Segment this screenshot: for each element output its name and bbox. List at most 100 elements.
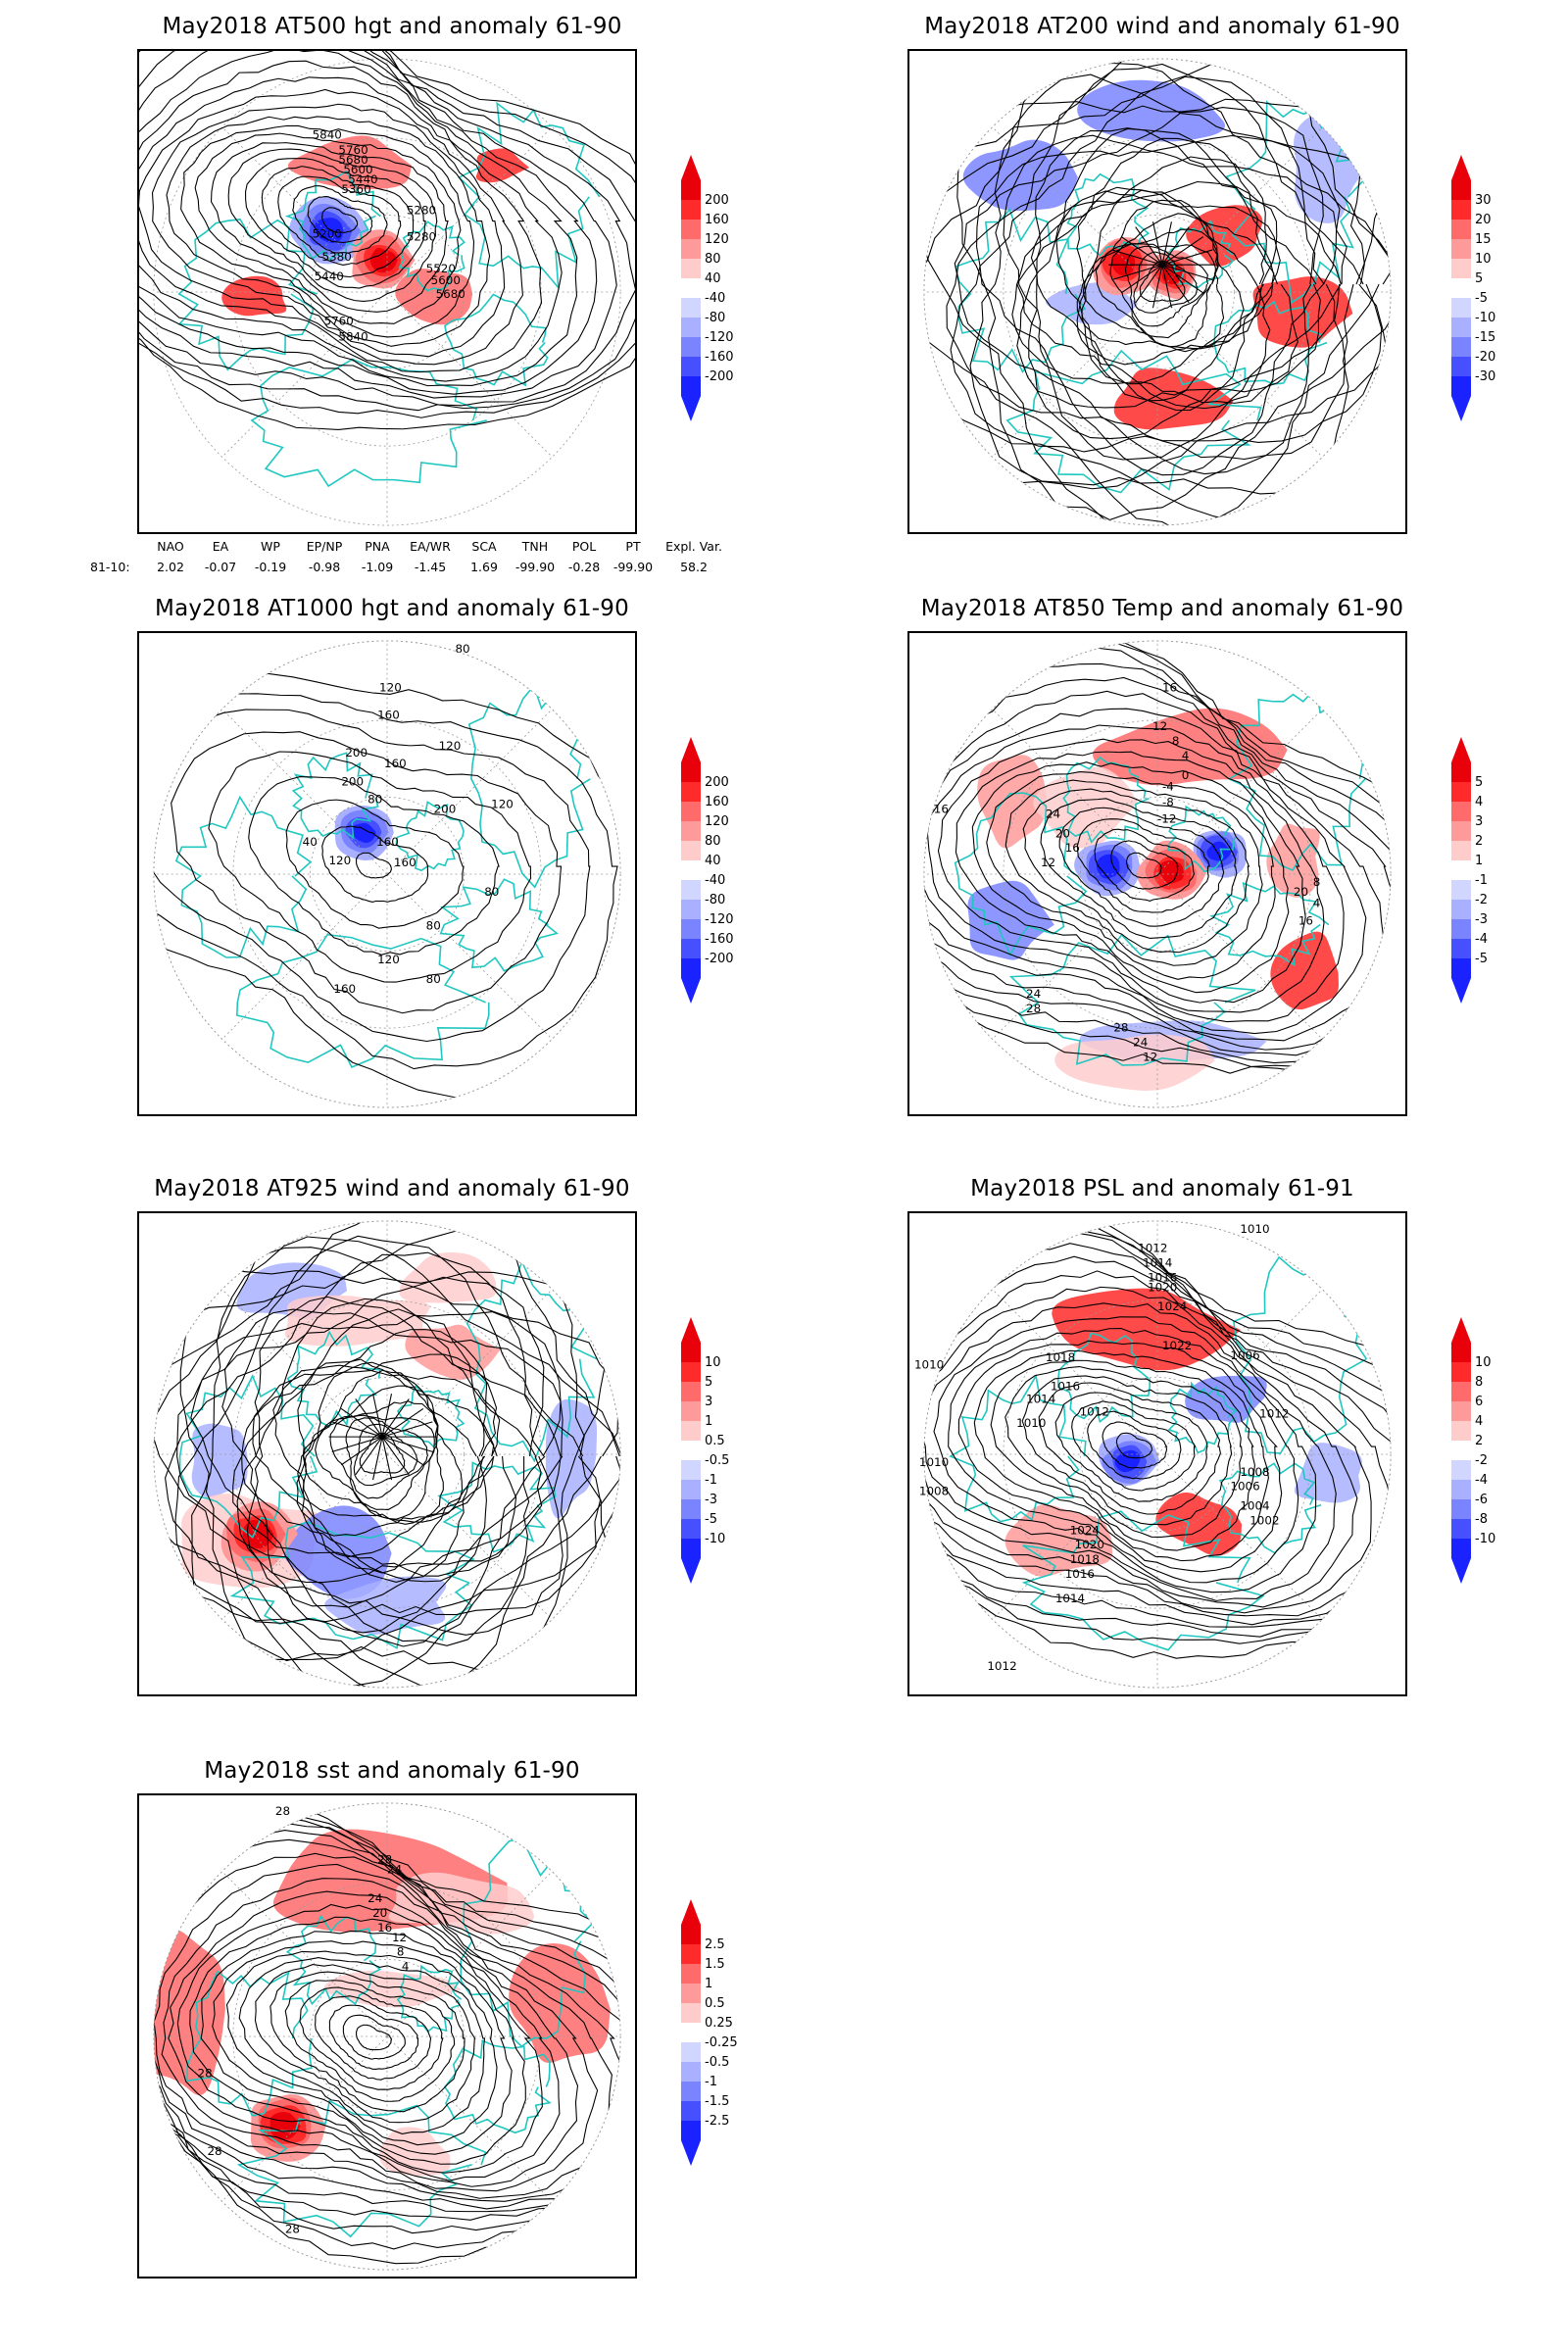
contour-label: 1016	[1051, 1380, 1080, 1394]
contour-label: 8	[1172, 734, 1180, 748]
map-panel-at500: May2018 AT500 hgt and anomaly 61-90 5840 5…	[137, 14, 764, 563]
contour-label: 28	[1026, 1002, 1041, 1015]
contour-label: 5600	[343, 163, 372, 176]
contour-label: 1010	[914, 1358, 944, 1372]
contour-label: 5760	[324, 315, 354, 328]
contour-label: 1014	[1143, 1256, 1172, 1270]
colorbar-tick-label: 160	[705, 213, 729, 227]
contour-label: 80	[455, 642, 469, 656]
contour-label: 5280	[407, 204, 436, 218]
contour-label: 1020	[1148, 1280, 1177, 1294]
contour-label: 28	[377, 1852, 392, 1866]
colorbar-swatch	[681, 278, 701, 298]
contour-label: 8	[1313, 875, 1321, 889]
map-panel-psl: May2018 PSL and anomaly 61-91 1010 1012 101…	[907, 1176, 1535, 1725]
contour-label: 16	[1298, 914, 1313, 928]
colorbar-tick-label: -0.5	[705, 1453, 729, 1468]
colorbar-tick-label: 1	[1475, 854, 1483, 868]
colorbar-tick-label: -2	[1475, 1453, 1488, 1468]
colorbar-swatch	[681, 900, 701, 919]
colorbar-swatch	[681, 958, 701, 978]
colorbar-tick-label: -160	[705, 350, 734, 365]
colorbar-swatch	[1451, 278, 1471, 298]
colorbar-tick-label: -80	[705, 893, 725, 907]
colorbar-tick-label: 200	[705, 193, 729, 208]
colorbar-swatch	[681, 1441, 701, 1460]
contour-lines	[153, 1802, 621, 2265]
colorbar-swatch	[681, 762, 701, 782]
contour-label: 120	[491, 798, 514, 811]
colorbar-tick-label: 10	[1475, 252, 1492, 267]
panel-title: May2018 AT850 Temp and anomaly 61-90	[920, 596, 1404, 621]
colorbar-bottom-arrow	[681, 396, 701, 421]
colorbar-swatch	[681, 1343, 701, 1362]
colorbar-tick-label: -1	[705, 1473, 717, 1488]
contour-label: 200	[434, 803, 457, 816]
colorbar-tick-label: 3	[1475, 814, 1483, 829]
colorbar-swatch	[1451, 220, 1471, 239]
contour-label: 5200	[313, 226, 342, 240]
colorbar-swatch	[681, 1964, 701, 1984]
colorbar-swatch	[1451, 919, 1471, 939]
colorbar-swatch	[1451, 318, 1471, 337]
teleconnection-value: -0.98	[308, 560, 341, 574]
teleconnection-header: SCA	[471, 539, 497, 554]
colorbar-tick-label: 2	[1475, 1434, 1483, 1448]
contour-label: 1010	[919, 1455, 949, 1469]
colorbar-swatch	[1451, 1499, 1471, 1519]
colorbar-tick-label: 0.5	[705, 1996, 725, 2011]
colorbar-tick-label: 0.25	[705, 2016, 733, 2031]
colorbar-tick-label: -120	[705, 330, 734, 345]
coastlines	[177, 101, 601, 488]
map-frame	[137, 1211, 637, 1696]
contour-label: 1018	[1070, 1552, 1100, 1566]
positive-anomaly-patch	[1270, 931, 1339, 1010]
colorbar-tick-label: 2	[1475, 834, 1483, 849]
teleconnection-header: Expl. Var.	[665, 539, 722, 554]
contour-label: 28	[207, 2144, 221, 2158]
contour-label: 40	[303, 835, 318, 849]
colorbar-swatch	[1451, 900, 1471, 919]
colorbar-swatch	[681, 782, 701, 802]
colorbar-swatch	[1451, 357, 1471, 376]
teleconnection-value: 2.02	[157, 560, 184, 574]
colorbar-tick-label: -200	[705, 952, 734, 966]
polar-stereographic-map	[923, 58, 1392, 526]
colorbar-swatch	[681, 2101, 701, 2121]
colorbar-swatch	[1451, 337, 1471, 357]
colorbar-swatch	[1451, 376, 1471, 396]
contour-label: 160	[377, 708, 400, 721]
teleconnection-header: EA/WR	[410, 539, 451, 554]
map-boundary	[923, 58, 1392, 526]
colorbar-tick-label: -1	[705, 2075, 717, 2089]
colorbar-swatch	[681, 1460, 701, 1480]
contour-label: 28	[1113, 1021, 1128, 1035]
contour-label: 1022	[1162, 1339, 1192, 1352]
contour-label: 12	[1041, 856, 1055, 869]
teleconnection-value: -99.90	[612, 560, 654, 574]
panel-title: May2018 PSL and anomaly 61-91	[970, 1176, 1354, 1201]
contour-label: 20	[1055, 826, 1070, 840]
map-panel-at200: May2018 AT200 wind and anomaly 61-90 30 20…	[907, 14, 1535, 563]
contour-label: 1016	[1148, 1270, 1177, 1284]
colorbar-swatch	[1451, 880, 1471, 900]
teleconnection-header: TNH	[521, 539, 549, 554]
colorbar-tick-label: -5	[705, 1512, 717, 1527]
colorbar: 30 20 15 10 5 -5 -10 -15 -20 -30	[1451, 151, 1510, 425]
colorbar-swatch	[681, 1480, 701, 1499]
positive-anomaly-patch	[395, 269, 473, 325]
colorbar-swatch	[681, 1499, 701, 1519]
colorbar: 5 4 3 2 1 -1 -2 -3 -4 -5	[1451, 733, 1510, 1007]
colorbar-swatch	[681, 939, 701, 958]
contour-label: 5380	[322, 250, 352, 264]
map-panel-at1000: May2018 AT1000 hgt and anomaly 61-90 80 12…	[137, 596, 764, 1145]
contour-label: 200	[345, 746, 368, 760]
contour-lines	[923, 640, 1392, 1074]
colorbar-swatch	[1451, 1362, 1471, 1382]
contour-lines	[139, 51, 635, 430]
panel-title: May2018 AT500 hgt and anomaly 61-90	[162, 14, 622, 39]
colorbar-swatch	[1451, 1460, 1471, 1480]
colorbar-tick-label: 0.5	[705, 1434, 725, 1448]
teleconnection-header: PT	[625, 539, 641, 554]
